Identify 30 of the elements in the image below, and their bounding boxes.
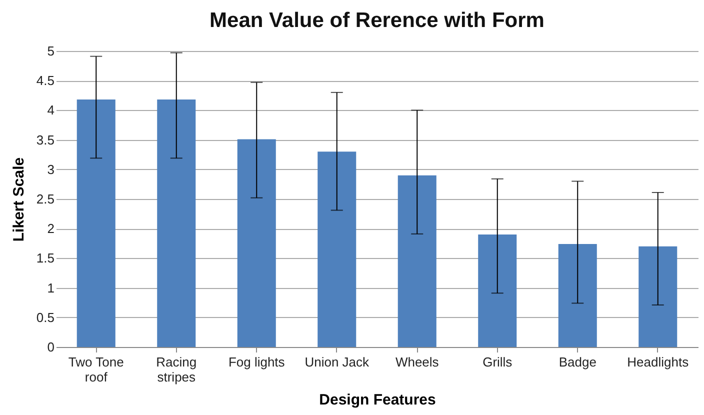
y-tick-label: 4 [47,102,54,118]
y-tick-label: 2 [47,221,54,236]
y-tick-label: 1 [47,280,54,296]
y-tick-label: 0 [47,340,54,354]
bar [76,100,116,347]
bar [558,244,597,347]
x-axis-title: Design Features [319,392,436,408]
bar [398,175,436,347]
x-tick-label: Grills [482,354,513,370]
y-tick-label: 5 [47,44,54,58]
x-tick-label: Racing stripes [156,354,197,384]
y-tick-label: 3.5 [36,132,54,148]
x-tick-label: Badge [558,354,596,370]
bar [318,152,356,347]
y-axis-title: Likert Scale [10,157,28,242]
x-tick-label: Headlights [627,354,690,370]
y-tick-label: 2.5 [36,192,54,206]
x-tick-label: Wheels [395,354,440,370]
bar [638,246,678,347]
x-tick-label: Union Jack [304,354,370,370]
x-tick-label: Fog lights [228,354,286,370]
bar [478,234,517,347]
y-tick-label: 3 [47,162,54,177]
y-tick-label: 0.5 [36,310,54,325]
y-tick-label: 4.5 [36,73,54,88]
y-tick-label: 1.5 [36,250,54,266]
x-tick-label: Two Tone roof [68,354,124,384]
bar [157,100,196,347]
bar [237,139,276,347]
chart-title: Mean Value of Rerence with Form [210,9,544,32]
